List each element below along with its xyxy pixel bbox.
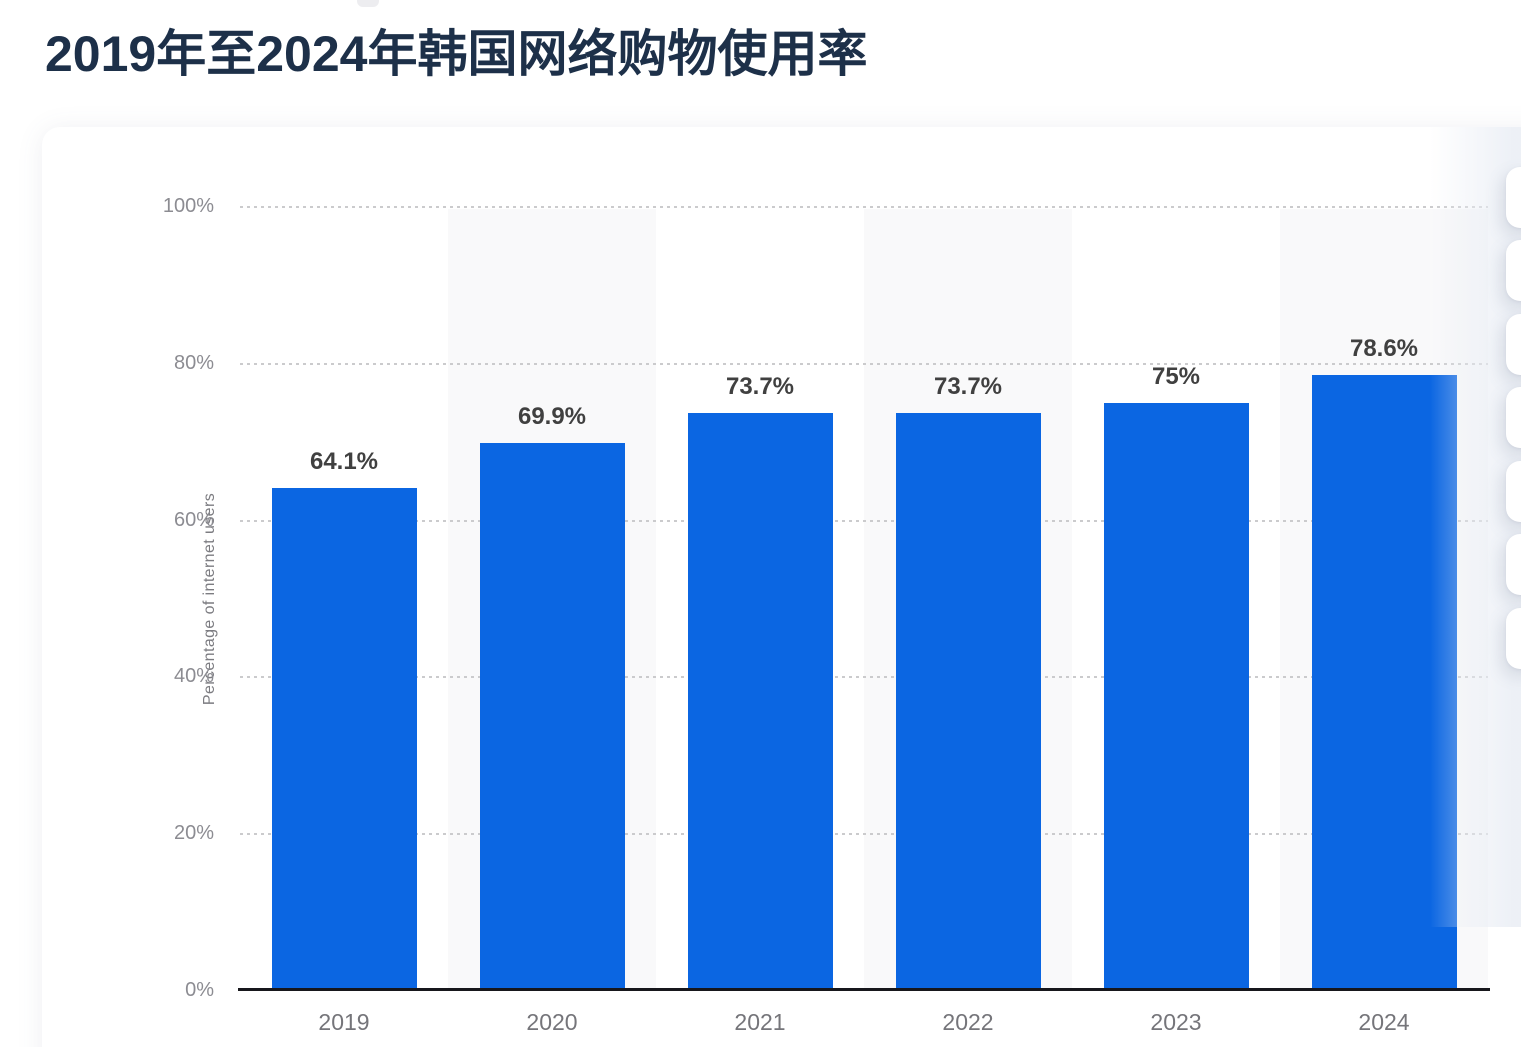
y-axis-title: Percentage of internet users (201, 492, 218, 706)
gridline-20 (240, 833, 1488, 836)
gridline-80 (240, 362, 1488, 365)
side-toolbar-button[interactable] (1506, 314, 1521, 375)
chart-bar[interactable] (1311, 374, 1457, 990)
bar-value-label: 73.7% (725, 373, 795, 401)
x-tick-label: 2021 (734, 1009, 786, 1035)
y-tick-label: 60% (173, 508, 214, 531)
chart-bar[interactable] (687, 413, 833, 990)
chart-bar[interactable] (479, 442, 625, 990)
y-tick-label: 100% (162, 195, 214, 217)
chart-title: 2019年至2024年韩国网络购物使用率 (45, 26, 868, 82)
x-tick-label: 2024 (1358, 1009, 1410, 1035)
y-tick-label: 20% (173, 822, 214, 845)
x-tick-label: 2022 (942, 1009, 994, 1035)
gridline-40 (240, 676, 1488, 679)
side-toolbar-button[interactable] (1506, 534, 1521, 595)
y-tick-label: 0% (185, 979, 214, 1001)
side-toolbar-button[interactable] (1506, 461, 1521, 522)
bar-value-label: 78.6% (1349, 334, 1419, 362)
bar-value-label: 64.1% (309, 448, 379, 476)
side-toolbar-button[interactable] (1506, 167, 1521, 228)
x-tick-label: 2019 (318, 1009, 370, 1035)
x-tick-label: 2023 (1150, 1009, 1202, 1035)
y-tick-label: 40% (173, 665, 214, 688)
side-toolbar-button[interactable] (1506, 608, 1521, 669)
gridline-60 (240, 519, 1488, 522)
chart-card: Percentage of internet users 0% 20% 40% 60%… (42, 127, 1521, 1047)
chart-bar[interactable] (895, 413, 1041, 990)
bar-value-label: 73.7% (933, 373, 1003, 401)
top-edge-artifact (357, 0, 379, 7)
y-tick-label: 80% (173, 351, 214, 374)
x-tick-label: 2020 (526, 1009, 578, 1035)
side-toolbar-button[interactable] (1506, 387, 1521, 448)
chart-bar[interactable] (1103, 403, 1249, 990)
plot-area: Percentage of internet users 0% 20% 40% 60%… (163, 195, 1490, 1035)
gridline-100 (240, 206, 1488, 208)
bar-value-label: 69.9% (517, 402, 587, 430)
x-axis-baseline (238, 988, 1490, 991)
chart-bar[interactable] (271, 488, 417, 990)
bar-value-label: 75% (1151, 363, 1201, 390)
side-toolbar-button[interactable] (1506, 240, 1521, 301)
